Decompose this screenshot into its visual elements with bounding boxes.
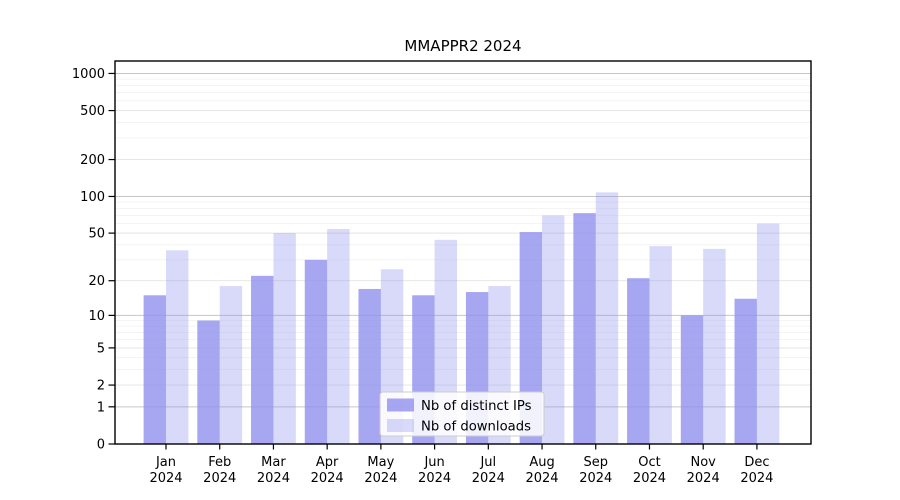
x-tick-label-year: 2024	[203, 471, 236, 486]
x-tick-label-month: Feb	[208, 455, 231, 470]
legend-label-ips: Nb of distinct IPs	[421, 399, 532, 414]
bar-ips-may	[358, 288, 381, 444]
y-tick-label: 1	[97, 400, 105, 415]
y-tick-label: 50	[88, 227, 105, 242]
bar-downloads-aug	[542, 215, 565, 444]
x-tick-label-month: Apr	[316, 455, 339, 470]
bar-ips-sep	[573, 213, 596, 444]
x-tick-label-year: 2024	[740, 471, 773, 486]
bar-downloads-sep	[595, 192, 619, 444]
y-tick-label: 200	[80, 153, 105, 168]
x-tick-label-year: 2024	[418, 471, 451, 486]
x-tick-label-month: May	[367, 455, 394, 470]
bar-ips-mar	[251, 275, 274, 444]
legend-swatch-downloads	[387, 419, 414, 432]
x-tick-label-month: Nov	[691, 455, 717, 470]
bar-ips-jan	[143, 295, 166, 444]
x-tick-label-month: Aug	[529, 455, 554, 470]
bar-downloads-dec	[756, 223, 780, 444]
y-tick-label: 20	[88, 274, 105, 289]
bar-downloads-jan	[166, 250, 189, 444]
x-tick-label-year: 2024	[687, 471, 720, 486]
bar-ips-nov	[680, 315, 704, 444]
legend-swatch-ips	[387, 398, 414, 412]
y-tick-label: 0	[97, 438, 105, 453]
bar-downloads-nov	[703, 248, 726, 444]
x-tick-label-month: Jun	[423, 455, 444, 470]
x-tick-label-year: 2024	[579, 471, 612, 486]
y-tick-label: 100	[80, 190, 105, 205]
x-tick-label-year: 2024	[311, 471, 344, 486]
x-tick-label-month: Oct	[638, 455, 660, 470]
legend-box	[379, 391, 545, 437]
bar-downloads-mar	[273, 233, 296, 444]
bar-downloads-apr	[327, 229, 350, 444]
y-tick-label: 2	[97, 379, 105, 394]
bar-ips-apr	[304, 259, 328, 444]
chart-title: MMAPPR2 2024	[404, 37, 521, 55]
y-tick-label: 500	[80, 104, 105, 119]
bar-ips-feb	[197, 320, 220, 444]
plot-frame	[114, 60, 812, 445]
y-tick-label: 1000	[72, 67, 105, 82]
x-tick-label-year: 2024	[149, 471, 182, 486]
x-tick-label-month: Mar	[261, 455, 286, 470]
x-tick-label-year: 2024	[633, 471, 666, 486]
x-tick-label-month: Sep	[584, 455, 609, 470]
x-tick-label-month: Jan	[155, 455, 176, 470]
x-tick-label-month: Jul	[479, 455, 496, 470]
x-tick-label-year: 2024	[525, 471, 558, 486]
bar-ips-aug	[519, 232, 543, 444]
x-tick-label-year: 2024	[364, 471, 397, 486]
y-tick-label: 10	[88, 309, 105, 324]
bar-downloads-oct	[649, 246, 672, 444]
bar-ips-oct	[627, 278, 650, 444]
x-tick-label-year: 2024	[472, 471, 505, 486]
bar-ips-dec	[734, 298, 757, 444]
x-tick-label-year: 2024	[257, 471, 290, 486]
y-tick-label: 5	[97, 341, 105, 356]
x-tick-label-month: Dec	[744, 455, 769, 470]
bar-downloads-feb	[219, 286, 243, 444]
legend-label-downloads: Nb of downloads	[421, 420, 531, 435]
